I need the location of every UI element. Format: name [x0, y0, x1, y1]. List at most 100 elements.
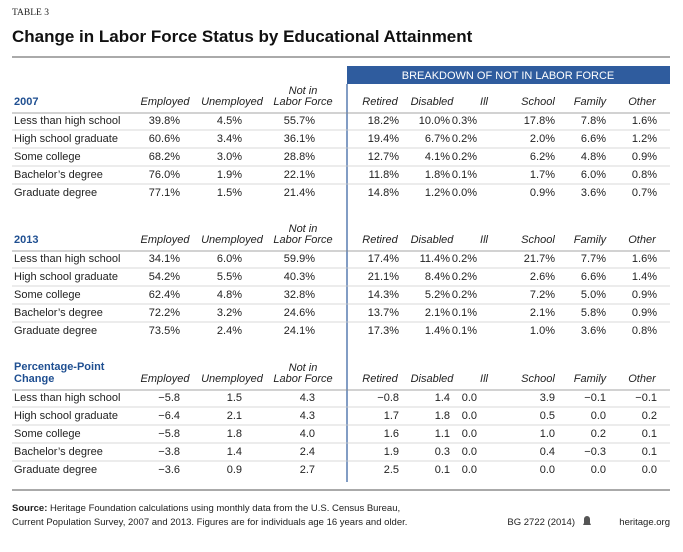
cell: 21.4%	[284, 187, 315, 199]
column-header: Family	[574, 373, 608, 385]
cell: 77.1%	[149, 187, 180, 199]
column-header: Not in	[289, 362, 318, 374]
cell: 73.5%	[149, 325, 180, 337]
cell: 1.8	[227, 428, 242, 440]
cell: 28.8%	[284, 151, 315, 163]
cell: 11.8%	[369, 169, 400, 181]
cell: 0.0	[462, 428, 477, 440]
cell: 4.3	[300, 410, 315, 422]
section-title: 2007	[14, 96, 38, 108]
cell: 4.3	[300, 392, 315, 404]
cell: 6.7%	[425, 133, 450, 145]
cell: 1.0%	[530, 325, 555, 337]
cell: 1.4	[227, 446, 242, 458]
column-header: Disabled	[411, 373, 455, 385]
row-label: Graduate degree	[14, 325, 97, 337]
cell: 11.4%	[420, 253, 451, 265]
column-header: Other	[628, 96, 657, 108]
column-header: Family	[574, 234, 608, 246]
footer-site: heritage.org	[619, 517, 670, 528]
cell: 59.9%	[284, 253, 315, 265]
cell: 34.1%	[149, 253, 180, 265]
row-label: Less than high school	[14, 115, 120, 127]
cell: 2.5	[384, 464, 399, 476]
cell: 0.0%	[452, 187, 477, 199]
cell: 1.1	[435, 428, 450, 440]
cell: −0.1	[635, 392, 657, 404]
cell: 0.2%	[452, 289, 477, 301]
column-header: Labor Force	[273, 96, 332, 108]
cell: 68.2%	[149, 151, 180, 163]
cell: 0.2	[642, 410, 657, 422]
cell: 1.7	[384, 410, 399, 422]
cell: 1.4%	[632, 271, 657, 283]
cell: 0.9%	[632, 289, 657, 301]
cell: 40.3%	[284, 271, 315, 283]
cell: 0.0	[642, 464, 657, 476]
cell: 62.4%	[149, 289, 180, 301]
cell: 2.7	[300, 464, 315, 476]
column-header: Employed	[141, 373, 191, 385]
cell: 6.0%	[581, 169, 606, 181]
cell: 0.0	[462, 446, 477, 458]
cell: 0.8%	[632, 169, 657, 181]
column-header: Ill	[480, 96, 489, 108]
cell: 5.8%	[581, 307, 606, 319]
column-header: Unemployed	[201, 234, 264, 246]
column-header: Retired	[362, 373, 398, 385]
cell: 10.0%	[419, 115, 450, 127]
breakdown-header-box	[347, 66, 670, 84]
cell: −3.8	[158, 446, 180, 458]
cell: 0.5	[540, 410, 555, 422]
column-header: Ill	[480, 234, 489, 246]
cell: 8.4%	[425, 271, 450, 283]
cell: 60.6%	[149, 133, 180, 145]
cell: 1.9%	[217, 169, 242, 181]
column-header: School	[521, 373, 555, 385]
cell: 19.4%	[368, 133, 399, 145]
column-header: Not in	[289, 223, 318, 235]
cell: 24.1%	[284, 325, 315, 337]
cell: 0.2%	[452, 151, 477, 163]
breakdown-header: BREAKDOWN OF NOT IN LABOR FORCE	[402, 70, 615, 82]
cell: 0.4	[540, 446, 555, 458]
column-header: Retired	[362, 96, 398, 108]
column-header: Labor Force	[273, 234, 332, 246]
footer-id: BG 2722 (2014)	[507, 517, 575, 528]
cell: −3.6	[158, 464, 180, 476]
cell: 0.0	[462, 464, 477, 476]
row-label: Bachelor’s degree	[14, 307, 103, 319]
cell: 0.1	[435, 464, 450, 476]
cell: 22.1%	[284, 169, 315, 181]
cell: 13.7%	[368, 307, 399, 319]
cell: 17.4%	[368, 253, 399, 265]
cell: 0.1%	[452, 325, 477, 337]
column-header: Unemployed	[201, 96, 264, 108]
section-title: Percentage-Point	[14, 361, 105, 373]
row-label: Less than high school	[14, 253, 120, 265]
column-header: Other	[628, 373, 657, 385]
cell: 3.4%	[217, 133, 242, 145]
cell: 12.7%	[368, 151, 399, 163]
column-header: Retired	[362, 234, 398, 246]
cell: 1.6%	[632, 115, 657, 127]
cell: 17.3%	[368, 325, 399, 337]
row-label: Less than high school	[14, 392, 120, 404]
section-title: Change	[14, 373, 54, 385]
column-header: Ill	[480, 373, 489, 385]
cell: 0.0	[540, 464, 555, 476]
table-title: Change in Labor Force Status by Educatio…	[12, 27, 473, 46]
cell: 72.2%	[149, 307, 180, 319]
cell: 5.0%	[581, 289, 606, 301]
cell: 1.6	[384, 428, 399, 440]
cell: 39.8%	[149, 115, 180, 127]
source-line: Heritage Foundation calculations using m…	[50, 503, 400, 514]
cell: 6.6%	[581, 133, 606, 145]
cell: 0.2%	[452, 133, 477, 145]
cell: 7.2%	[530, 289, 555, 301]
cell: 4.8%	[581, 151, 606, 163]
cell: 1.8%	[425, 169, 450, 181]
cell: 76.0%	[149, 169, 180, 181]
